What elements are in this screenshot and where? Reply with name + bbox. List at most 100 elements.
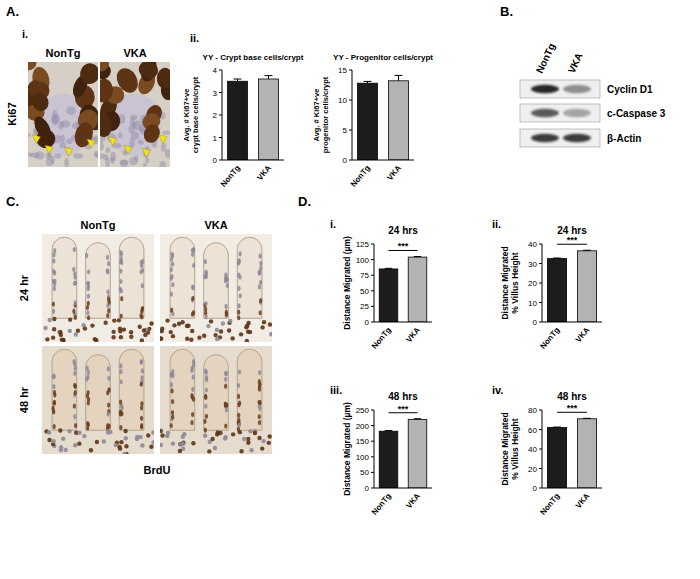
shape	[210, 437, 214, 441]
shape	[221, 321, 225, 325]
shape	[140, 405, 143, 410]
shape	[165, 318, 169, 322]
tick-label: 0	[365, 484, 370, 493]
shape	[237, 349, 262, 430]
category-label: VKA	[255, 163, 273, 182]
shape	[139, 313, 142, 318]
tick-label: 40	[528, 240, 537, 249]
shape	[58, 428, 62, 432]
y-axis	[542, 244, 543, 322]
shape	[142, 328, 146, 332]
error-bar	[234, 79, 242, 81]
error-bar	[385, 430, 392, 432]
micrograph	[42, 346, 154, 454]
category-label: NonTg	[370, 491, 393, 516]
figure: A.B.C.D.i.ii.Ki67NonTgVKANonTgVKACyclin …	[0, 0, 700, 579]
shape	[159, 135, 167, 144]
shape	[258, 414, 261, 419]
shape	[257, 436, 261, 440]
shape	[230, 336, 234, 340]
shape	[100, 78, 114, 103]
shape	[28, 133, 31, 137]
axis-label: progenitor cells/crypt	[321, 76, 330, 153]
shape	[79, 62, 98, 86]
tick-label: 20	[528, 465, 537, 474]
shape	[129, 334, 133, 338]
shape	[87, 294, 90, 299]
stain-label: BrdU	[144, 464, 171, 476]
category-label: NonTg	[349, 163, 372, 188]
shape	[258, 370, 261, 375]
shape	[364, 81, 372, 82]
shape	[120, 252, 123, 257]
shape	[224, 423, 227, 428]
shape	[140, 360, 143, 365]
y-axis	[352, 70, 353, 160]
shape	[261, 439, 265, 443]
shape	[192, 263, 195, 268]
shape	[85, 253, 88, 258]
shape	[385, 268, 392, 269]
shape	[171, 399, 174, 404]
shape	[563, 134, 591, 142]
shape	[107, 261, 110, 266]
shape	[142, 163, 147, 167]
shape	[110, 152, 116, 161]
shape	[53, 270, 56, 275]
shape	[52, 237, 77, 318]
shape	[207, 449, 211, 453]
shape	[246, 441, 250, 445]
shape	[171, 369, 174, 374]
tick-label: 80	[528, 406, 537, 415]
shape	[46, 159, 54, 166]
tick-label: 4	[213, 66, 218, 75]
chart-title: YY - Progenitor cells/crypt	[333, 53, 433, 62]
shape	[205, 414, 208, 419]
shape	[237, 413, 240, 418]
shape	[238, 430, 242, 434]
shape	[30, 91, 51, 114]
shape	[107, 402, 110, 407]
shape	[170, 423, 173, 428]
shape	[259, 400, 262, 405]
axis-label: % Villus Height	[510, 418, 520, 479]
tick-label: 3	[213, 89, 218, 98]
shape	[141, 307, 144, 312]
shape	[145, 158, 149, 164]
shape	[119, 269, 122, 274]
shape	[119, 363, 122, 368]
shape	[60, 120, 70, 127]
shape	[120, 160, 128, 165]
shape	[531, 109, 559, 117]
shape	[107, 297, 110, 302]
shape	[107, 366, 110, 371]
x-axis	[542, 488, 602, 489]
column-label: VKA	[566, 51, 585, 75]
chart-title: 48 hrs	[557, 391, 587, 402]
shape	[87, 390, 90, 395]
shape	[414, 418, 421, 419]
micrograph	[100, 62, 170, 167]
shape	[224, 275, 227, 280]
shape	[224, 402, 227, 407]
tick-label: 200	[356, 422, 370, 431]
shape	[51, 335, 55, 339]
micrograph	[42, 234, 154, 342]
error-bar	[553, 427, 561, 428]
shape	[149, 321, 153, 325]
shape	[206, 324, 210, 328]
shape	[73, 153, 83, 159]
shape	[100, 110, 114, 139]
chart-title: YY - Crypt base cells/crypt	[203, 53, 304, 62]
tick-label: 125	[356, 240, 370, 249]
tick-label: 10	[528, 299, 537, 308]
axis-label: crypt base cells/crypt	[191, 76, 200, 153]
shape	[520, 80, 600, 98]
plot-area	[547, 418, 596, 488]
tick-label: 50	[360, 468, 369, 477]
stain-label: Ki67	[6, 102, 18, 125]
shape	[205, 375, 208, 380]
shape	[204, 355, 229, 431]
shape	[238, 259, 241, 264]
shape	[204, 259, 207, 264]
